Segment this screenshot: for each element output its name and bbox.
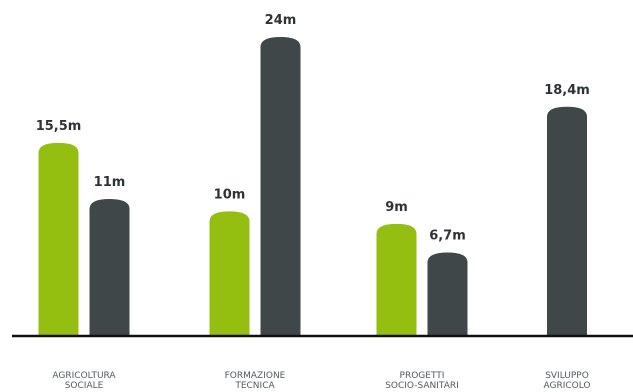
bar-series2-cat3: [427, 252, 468, 336]
bar-series1-cat3: [376, 223, 417, 336]
category-label-2: FORMAZIONE TECNICA: [225, 371, 286, 391]
category-label-4: SVILUPPO AGRICOLO: [543, 371, 590, 391]
value-label-series2-cat4: 18,4m: [544, 83, 590, 98]
value-label-series1-cat2: 10m: [214, 187, 246, 202]
value-label-series1-cat3: 9m: [385, 200, 408, 215]
bar-series1-cat2: [209, 211, 250, 336]
value-label-series2-cat3: 6,7m: [429, 229, 466, 244]
value-label-series2-cat2: 24m: [265, 13, 297, 28]
bar-series2-cat2: [260, 37, 301, 336]
category-label-3: PROGETTI SOCIO-SANITARI: [385, 371, 459, 391]
category-labels-group: AGRICOLTURA SOCIALE FORMAZIONE TECNICA PROGE…: [52, 371, 590, 391]
bar-series2-cat4: [547, 106, 587, 337]
category-label-1: AGRICOLTURA SOCIALE: [52, 371, 116, 391]
value-label-series1-cat1: 15,5m: [36, 119, 82, 134]
bar-series1-cat1: [38, 142, 79, 336]
bars-group: [38, 37, 587, 337]
value-labels-group: 15,5m 11m 10m 24m 9m 6,7m 18,4m: [36, 13, 590, 244]
bar-series2-cat1: [89, 198, 130, 336]
value-label-series2-cat1: 11m: [94, 175, 126, 190]
